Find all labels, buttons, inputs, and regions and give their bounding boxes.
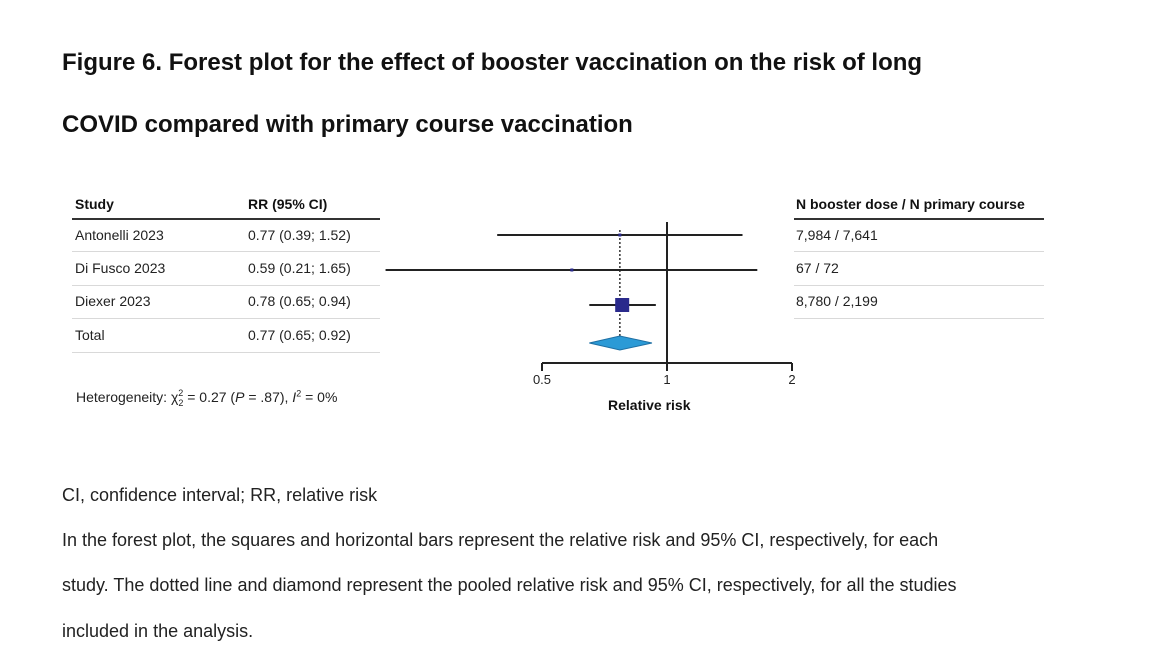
figure-title-line2: COVID compared with primary course vacci… xyxy=(62,111,633,138)
x-tick-label: 1 xyxy=(663,372,671,387)
hetero-prefix: Heterogeneity: χ xyxy=(76,389,179,405)
hetero-i-rest: = 0% xyxy=(301,389,338,405)
hetero-p-rest: = .87), xyxy=(244,389,293,405)
study-n: 7,984 / 7,641 xyxy=(796,227,878,243)
hetero-i: I xyxy=(292,389,297,405)
study-name: Diexer 2023 xyxy=(75,293,151,309)
study-name: Di Fusco 2023 xyxy=(75,260,166,276)
study-square xyxy=(618,233,622,237)
hetero-chi-sup: 2 xyxy=(178,388,184,398)
heterogeneity-stat: Heterogeneity: χ22 = 0.27 (P = .87), I2 … xyxy=(76,388,337,408)
right-header-rule xyxy=(794,218,1044,220)
x-tick-label: 2 xyxy=(788,372,796,387)
x-axis-title: Relative risk xyxy=(608,397,691,413)
study-name: Antonelli 2023 xyxy=(75,227,164,243)
row-divider xyxy=(72,352,380,353)
hetero-i-sup: 2 xyxy=(296,388,302,399)
hetero-chi-sub: 2 xyxy=(178,397,184,408)
header-n: N booster dose / N primary course xyxy=(796,196,1025,212)
abbreviations-note: CI, confidence interval; RR, relative ri… xyxy=(62,485,378,505)
x-tick-label: 0.5 xyxy=(532,372,552,387)
row-divider xyxy=(72,251,380,252)
hetero-p: P xyxy=(235,389,245,405)
total-rr: 0.77 (0.65; 0.92) xyxy=(248,327,351,343)
study-rr: 0.78 (0.65; 0.94) xyxy=(248,293,351,309)
legend-note-line2: study. The dotted line and diamond repre… xyxy=(62,575,957,595)
row-divider xyxy=(794,251,1044,252)
left-header-rule xyxy=(72,218,380,220)
study-square xyxy=(570,268,574,272)
study-n: 67 / 72 xyxy=(796,260,839,276)
figure-title: Figure 6. Forest plot for the effect of … xyxy=(62,32,1122,156)
study-rr: 0.77 (0.39; 1.52) xyxy=(248,227,351,243)
pooled-diamond xyxy=(589,335,653,351)
study-rr: 0.59 (0.21; 1.65) xyxy=(248,260,351,276)
legend-note-line1: In the forest plot, the squares and hori… xyxy=(62,530,939,550)
header-rr: RR (95% CI) xyxy=(248,196,328,212)
row-divider xyxy=(794,318,1044,319)
legend-note-line3: included in the analysis. xyxy=(62,621,254,641)
total-label: Total xyxy=(75,327,105,343)
study-n: 8,780 / 2,199 xyxy=(796,293,878,309)
figure-title-line1: Figure 6. Forest plot for the effect of … xyxy=(62,49,923,76)
row-divider xyxy=(72,318,380,319)
row-divider xyxy=(72,285,380,286)
study-square xyxy=(615,298,630,312)
hetero-mid: = 0.27 ( xyxy=(183,389,236,405)
header-study: Study xyxy=(75,196,114,212)
row-divider xyxy=(794,285,1044,286)
